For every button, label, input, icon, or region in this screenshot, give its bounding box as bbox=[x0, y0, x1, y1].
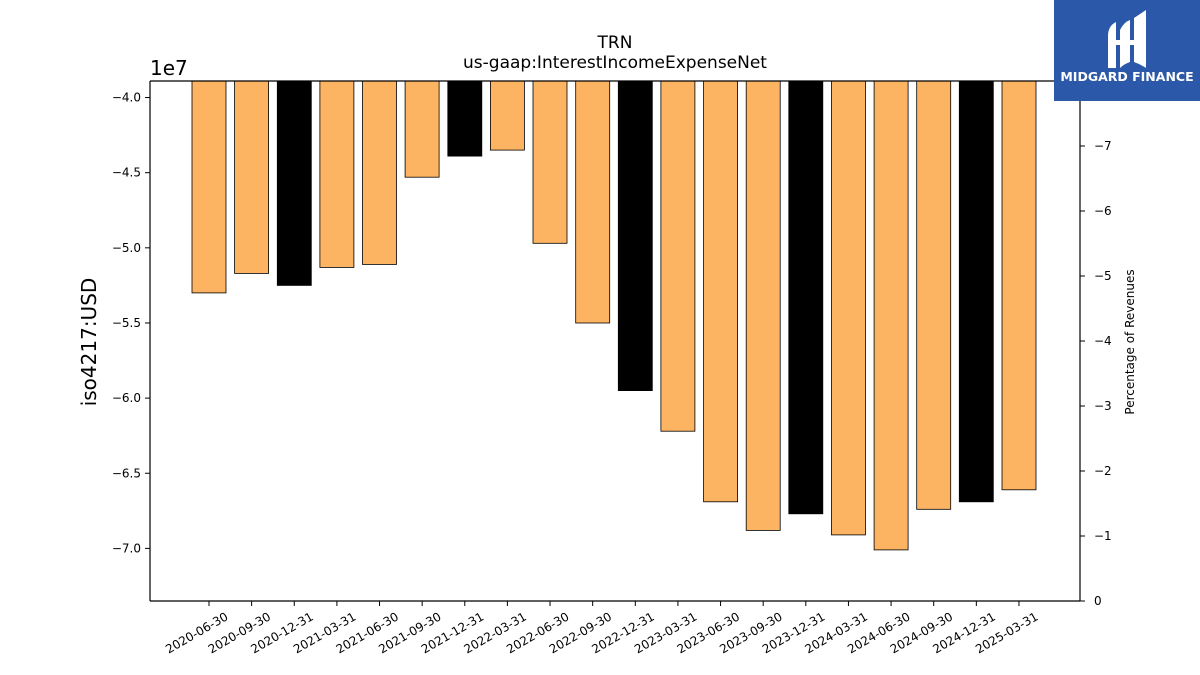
bar-2021-12-31 bbox=[447, 80, 483, 157]
bar-2020-09-30 bbox=[234, 80, 270, 274]
bar-2025-03-31 bbox=[1001, 80, 1037, 491]
y2-axis-label: Percentage of Revenues bbox=[1123, 269, 1137, 414]
y-tick-label: −6.0 bbox=[112, 391, 141, 405]
logo-text: MIDGARD FINANCE bbox=[1060, 69, 1193, 84]
bar-2021-03-31 bbox=[319, 80, 355, 268]
bar-2022-09-30 bbox=[575, 80, 611, 324]
bar-2024-06-30 bbox=[873, 80, 909, 551]
bar-2021-09-30 bbox=[404, 80, 440, 178]
y-offset-label: 1e7 bbox=[150, 56, 188, 80]
bar-2024-03-31 bbox=[831, 80, 866, 536]
chart-title: TRN bbox=[597, 33, 633, 53]
bar-2024-12-31 bbox=[958, 80, 994, 503]
x-ticks-group: 2020-06-302020-09-302020-12-312021-03-31… bbox=[163, 601, 1040, 656]
bar-2020-12-31 bbox=[276, 80, 312, 286]
y2-tick-label: −4 bbox=[1094, 334, 1112, 348]
bar-2022-12-31 bbox=[617, 80, 653, 392]
bar-2023-12-31 bbox=[788, 80, 824, 515]
bar-2020-06-30 bbox=[191, 80, 227, 294]
bar-2022-06-30 bbox=[532, 80, 568, 244]
y2-tick-label: 0 bbox=[1094, 594, 1102, 608]
y2-tick-label: −1 bbox=[1094, 529, 1112, 543]
y-axis-label: iso4217:USD bbox=[77, 278, 101, 407]
logo: MIDGARD FINANCE bbox=[1054, 0, 1200, 101]
y-tick-label: −4.0 bbox=[112, 91, 141, 105]
y2-tick-label: −5 bbox=[1094, 269, 1112, 283]
chart-subtitle: us-gaap:InterestIncomeExpenseNet bbox=[463, 53, 767, 73]
y2-tick-label: −6 bbox=[1094, 204, 1112, 218]
y-tick-label: −6.5 bbox=[112, 466, 141, 480]
y2-tick-label: −7 bbox=[1094, 139, 1112, 153]
y-tick-label: −5.5 bbox=[112, 316, 141, 330]
bar-2024-09-30 bbox=[916, 80, 952, 510]
bar-2023-06-30 bbox=[703, 80, 738, 503]
y-tick-label: −7.0 bbox=[112, 541, 141, 555]
logo-mark-icon bbox=[1108, 10, 1146, 68]
y-tick-label: −4.5 bbox=[112, 166, 141, 180]
y2-ticks-group: 0 −1 −2 −3 −4 −5 −6 −7 bbox=[1080, 139, 1112, 608]
y2-tick-label: −2 bbox=[1094, 464, 1112, 478]
y-tick-label: −5.0 bbox=[112, 241, 141, 255]
bars-group bbox=[191, 80, 1037, 551]
bar-2022-03-31 bbox=[489, 80, 525, 151]
bar-2023-03-31 bbox=[660, 80, 696, 432]
y-ticks-group: −4.0 −4.5 −5.0 −5.5 −6.0 −6.5 −7.0 bbox=[112, 91, 150, 555]
bar-2021-06-30 bbox=[362, 80, 397, 265]
y2-tick-label: −3 bbox=[1094, 399, 1112, 413]
bar-2023-09-30 bbox=[745, 80, 781, 531]
